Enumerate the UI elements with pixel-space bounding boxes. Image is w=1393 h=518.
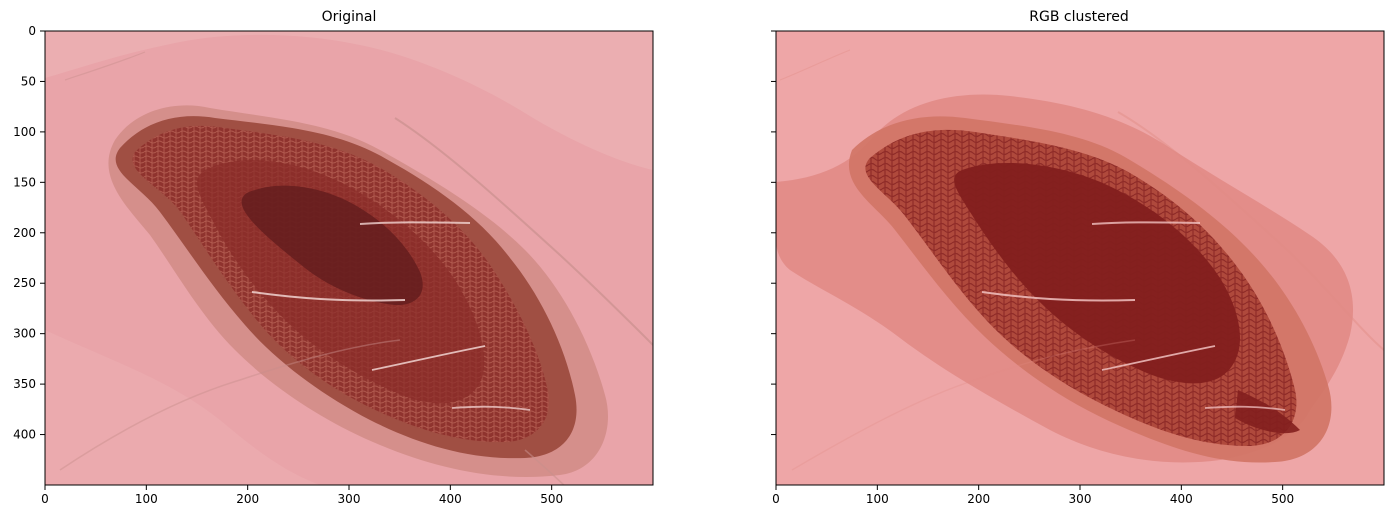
original-y-tick-label: 350 (13, 377, 36, 391)
original-y-tick-label: 250 (13, 276, 36, 290)
original-y-tick-label: 300 (13, 327, 36, 341)
clustered-hair-lines (779, 49, 1384, 471)
hair-lines (59, 51, 653, 485)
original-y-tick-label: 200 (13, 226, 36, 240)
clustered-image (776, 49, 1384, 471)
original-x-tick-label: 500 (540, 492, 563, 506)
left-axes: Original 0 100 200 300 400 500 0 (13, 9, 654, 506)
right-axes: RGB clustered 0 100 200 300 400 500 (771, 9, 1385, 506)
chart-title-original: Original (322, 9, 377, 25)
original-x-tick-label: 200 (236, 492, 259, 506)
original-x-tick-label: 0 (41, 492, 49, 506)
lesion-core (241, 185, 423, 306)
skin-light-patch-1 (45, 31, 653, 170)
original-image (45, 31, 653, 485)
original-x-tick-label: 100 (135, 492, 158, 506)
clustered-y-axis (771, 30, 776, 436)
original-y-tick-label: 100 (13, 125, 36, 139)
clustered-x-axis: 0 100 200 300 400 500 (772, 485, 1294, 506)
clustered-x-tick-label: 0 (772, 492, 780, 506)
clustered-x-tick-label: 200 (967, 492, 990, 506)
original-y-axis: 0 50 100 150 200 250 300 350 400 (13, 24, 45, 442)
original-y-tick-label: 400 (13, 428, 36, 442)
skin-light-patch-2 (45, 330, 320, 485)
original-y-tick-label: 50 (21, 74, 36, 88)
cluster-5-core (954, 162, 1241, 384)
clustered-x-tick-label: 400 (1170, 492, 1193, 506)
clustered-x-tick-label: 300 (1069, 492, 1092, 506)
original-x-tick-label: 400 (439, 492, 462, 506)
original-x-tick-label: 300 (338, 492, 361, 506)
original-y-tick-label: 0 (28, 24, 36, 38)
original-y-tick-label: 150 (13, 175, 36, 189)
cluster-5-dark-spots (1235, 390, 1300, 434)
clustered-x-tick-label: 100 (866, 492, 889, 506)
clustered-x-tick-label: 500 (1271, 492, 1294, 506)
chart-title-rgb-clustered: RGB clustered (1029, 9, 1128, 25)
original-x-axis: 0 100 200 300 400 500 (41, 485, 563, 506)
